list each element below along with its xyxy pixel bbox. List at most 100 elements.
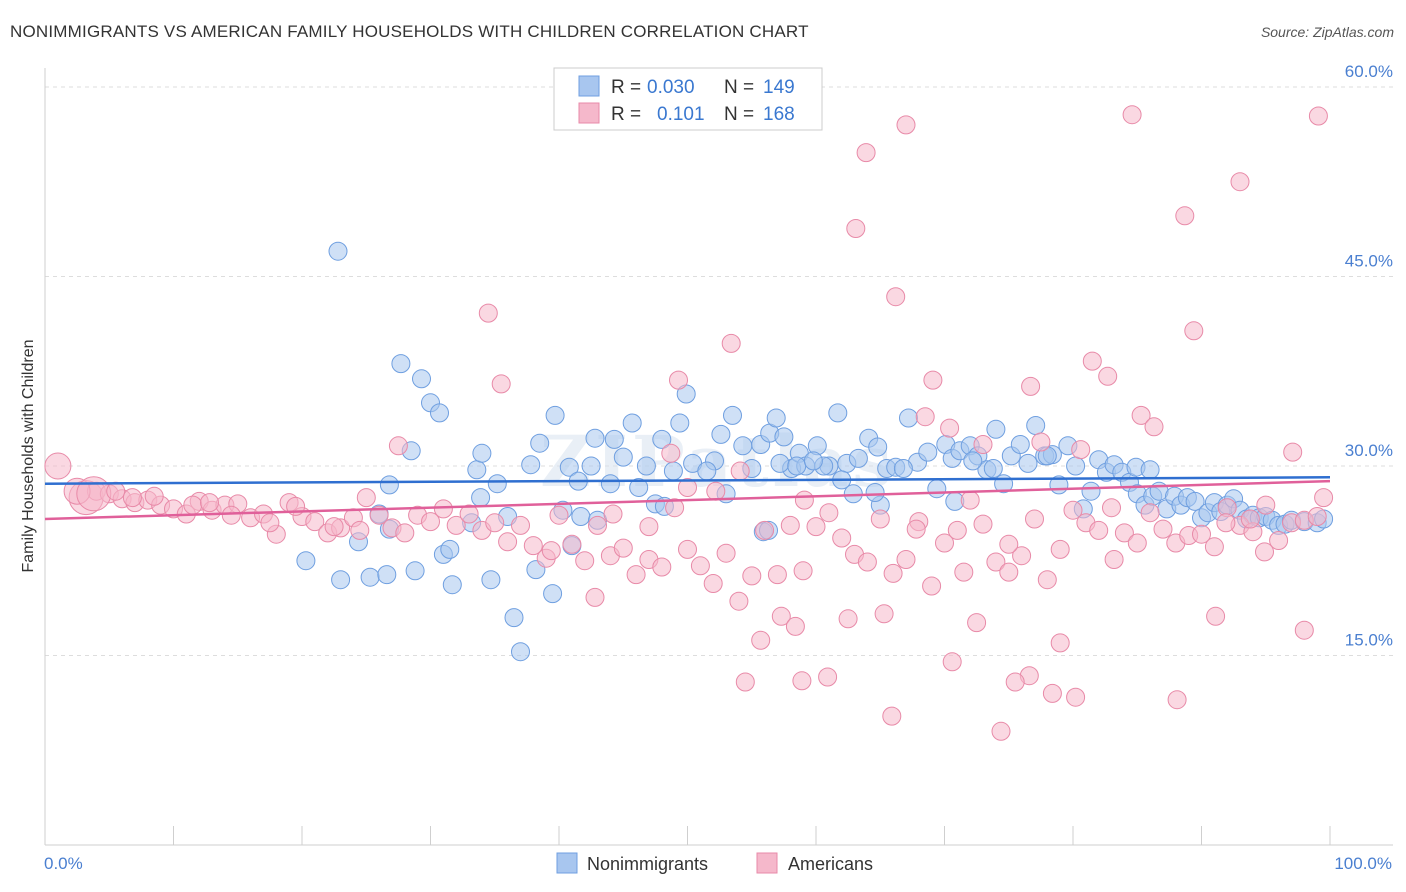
data-point-americans	[838, 609, 858, 629]
data-point-americans	[915, 407, 935, 427]
data-point-americans	[652, 557, 672, 577]
data-point-nonimmigrants	[360, 567, 380, 587]
data-point-nonimmigrants	[670, 413, 690, 433]
data-point-americans	[780, 515, 800, 535]
data-point-americans	[991, 721, 1011, 741]
data-point-nonimmigrants	[296, 551, 316, 571]
legend-r-label-blue: R =	[611, 77, 641, 98]
data-point-nonimmigrants	[543, 584, 563, 604]
data-point-americans	[1307, 507, 1327, 526]
data-point-americans	[886, 287, 906, 307]
data-point-americans	[896, 550, 916, 569]
data-point-americans	[818, 667, 838, 687]
data-point-americans	[1122, 105, 1142, 125]
data-point-americans	[792, 671, 812, 691]
data-point-nonimmigrants	[1010, 435, 1030, 454]
data-point-americans	[1050, 633, 1070, 653]
data-point-americans	[896, 115, 916, 135]
data-point-americans	[613, 538, 633, 558]
chart-source: Source: ZipAtlas.com	[1260, 24, 1394, 40]
chart-title: NONIMMIGRANTS VS AMERICAN FAMILY HOUSEHO…	[10, 22, 809, 41]
data-point-americans	[923, 370, 943, 390]
data-point-americans	[1314, 488, 1334, 508]
data-point-americans	[1104, 550, 1124, 569]
data-point-nonimmigrants	[331, 570, 351, 590]
data-point-americans	[44, 452, 72, 480]
data-point-americans	[999, 534, 1019, 554]
data-point-americans	[585, 587, 605, 607]
data-point-americans	[716, 543, 736, 563]
data-point-nonimmigrants	[471, 488, 491, 508]
data-point-americans	[260, 513, 280, 533]
data-point-americans	[857, 552, 877, 572]
data-point-nonimmigrants	[770, 453, 790, 473]
bottom-legend-swatch-blue	[556, 852, 578, 874]
data-point-nonimmigrants	[545, 405, 565, 425]
data-point-nonimmigrants	[585, 428, 605, 448]
data-point-americans	[755, 520, 775, 540]
data-point-americans	[730, 461, 750, 481]
data-point-americans	[498, 532, 518, 552]
data-point-americans	[588, 515, 607, 535]
data-point-americans	[1066, 687, 1086, 707]
data-point-nonimmigrants	[711, 424, 731, 444]
data-point-nonimmigrants	[328, 241, 348, 261]
data-point-nonimmigrants	[487, 474, 507, 494]
data-point-nonimmigrants	[511, 642, 530, 662]
data-point-americans	[1131, 405, 1151, 425]
data-point-americans	[1175, 206, 1195, 226]
x-tick-marks	[173, 826, 1331, 845]
data-point-americans	[1206, 606, 1226, 626]
data-point-americans	[960, 490, 980, 510]
data-point-nonimmigrants	[472, 443, 492, 463]
data-point-americans	[144, 486, 164, 506]
trend-lines	[44, 476, 1331, 521]
data-point-americans	[1256, 495, 1276, 515]
data-point-americans	[973, 514, 993, 534]
data-point-americans	[1127, 533, 1147, 553]
data-point-americans	[856, 143, 876, 163]
stats-legend: R = 0.030 N = 149 R = 0.101 N = 168	[553, 67, 823, 131]
data-point-americans	[874, 604, 894, 624]
data-point-americans	[1005, 672, 1025, 692]
data-point-americans	[735, 672, 755, 692]
legend-n-value-pink: 168	[763, 104, 795, 125]
data-point-nonimmigrants	[663, 461, 683, 481]
legend-r-value-pink: 0.101	[657, 104, 705, 125]
data-point-americans	[603, 504, 623, 524]
data-point-americans	[76, 476, 112, 512]
data-point-americans	[1050, 539, 1070, 559]
data-point-americans	[221, 505, 241, 525]
data-point-americans	[1089, 520, 1109, 540]
data-point-americans	[575, 551, 595, 571]
data-point-americans	[793, 561, 813, 581]
bottom-legend-label-americans: Americans	[788, 854, 873, 874]
data-point-americans	[388, 436, 408, 456]
data-point-nonimmigrants	[571, 507, 591, 526]
trend-line-americans	[44, 479, 1331, 521]
data-point-americans	[1269, 531, 1289, 550]
y-tick-label: 60.0%	[1345, 62, 1393, 81]
y-tick-labels: 15.0% 30.0% 45.0% 60.0%	[1345, 62, 1393, 650]
data-point-americans	[446, 515, 466, 535]
data-point-nonimmigrants	[1081, 481, 1101, 501]
data-point-americans	[459, 504, 479, 524]
data-point-nonimmigrants	[430, 403, 449, 423]
data-point-americans	[703, 574, 723, 593]
trend-line-nonimmigrants	[44, 476, 1331, 485]
data-point-nonimmigrants	[868, 437, 888, 457]
data-point-nonimmigrants	[1018, 453, 1038, 473]
data-point-americans	[690, 556, 710, 576]
data-point-americans	[356, 488, 376, 508]
data-point-nonimmigrants	[377, 565, 397, 585]
data-point-americans	[541, 541, 561, 561]
data-point-americans	[706, 481, 726, 501]
data-point-americans	[626, 565, 646, 585]
data-point-americans	[665, 498, 685, 518]
data-point-nonimmigrants	[629, 478, 649, 497]
data-point-americans	[1308, 106, 1328, 126]
data-point-nonimmigrants	[927, 479, 947, 499]
data-point-americans	[395, 523, 415, 543]
data-point-americans	[549, 505, 569, 525]
data-point-americans	[1153, 519, 1173, 539]
